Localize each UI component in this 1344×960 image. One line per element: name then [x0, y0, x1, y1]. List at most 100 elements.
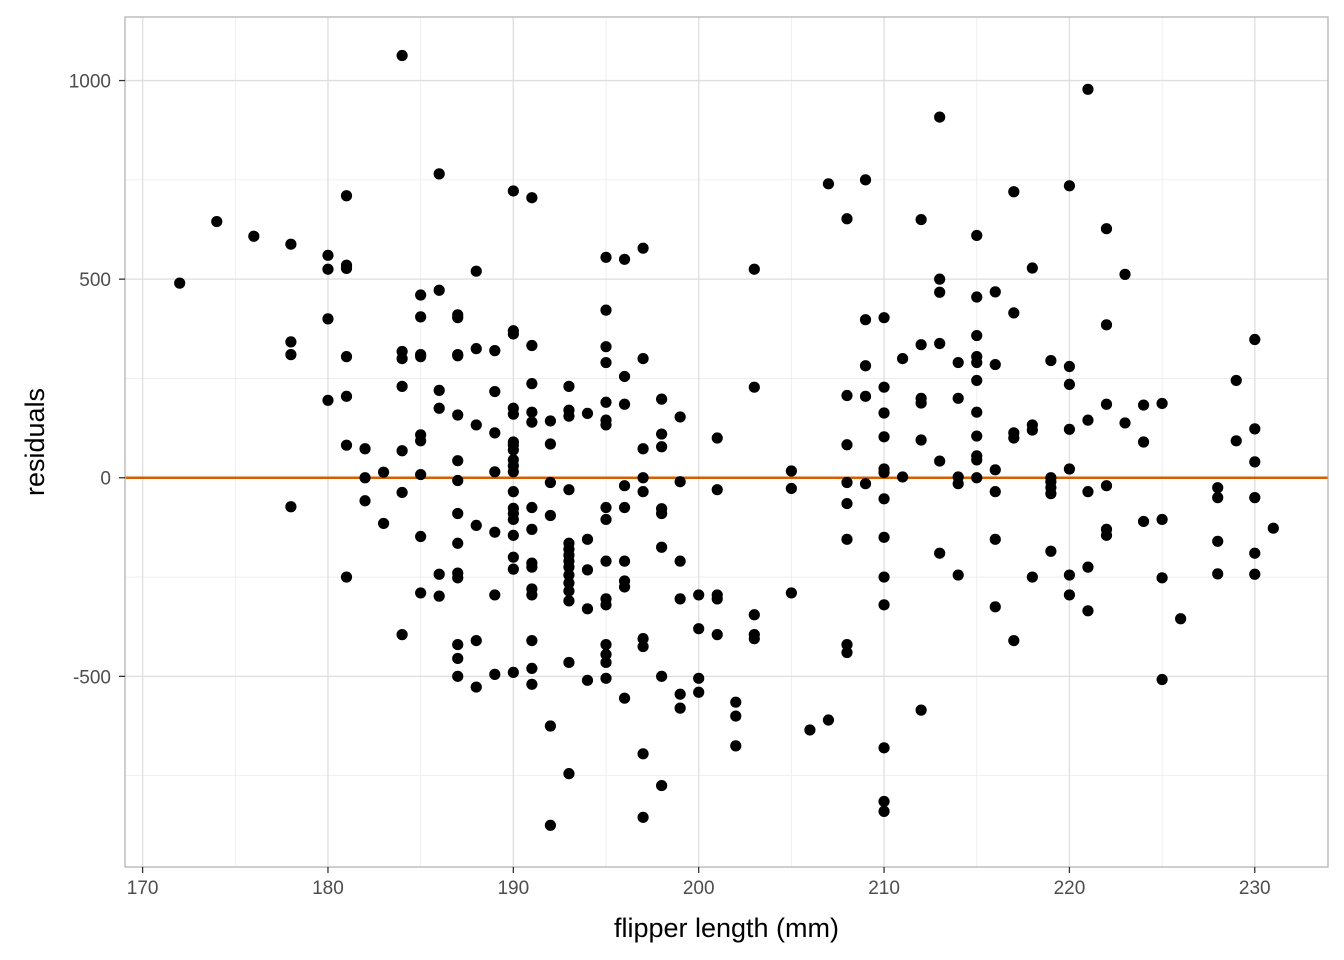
data-point	[971, 329, 983, 342]
data-point	[452, 537, 464, 549]
data-point	[1026, 262, 1038, 274]
data-point	[989, 464, 1001, 476]
data-point	[600, 599, 612, 611]
data-point	[600, 356, 612, 369]
data-point	[452, 652, 464, 665]
data-point	[915, 397, 927, 409]
data-point	[581, 533, 594, 545]
data-point	[322, 313, 334, 325]
y-axis-title: residuals	[20, 388, 50, 496]
data-point	[896, 352, 909, 365]
y-tick-label: -500	[73, 667, 111, 688]
data-point	[896, 471, 909, 483]
x-tick-label: 200	[683, 878, 715, 899]
y-tick-label: 0	[100, 469, 111, 490]
data-point	[452, 350, 464, 362]
data-point	[377, 466, 390, 478]
data-point	[526, 662, 538, 675]
data-point	[377, 517, 390, 530]
data-point	[396, 486, 408, 499]
data-point	[618, 370, 631, 383]
data-point	[1100, 223, 1113, 235]
data-point	[285, 349, 297, 361]
data-point	[415, 289, 427, 301]
data-point	[989, 533, 1001, 545]
data-point	[248, 230, 260, 242]
data-point	[915, 213, 927, 226]
data-point	[470, 343, 482, 355]
data-point	[507, 466, 519, 478]
data-point	[544, 438, 557, 450]
data-point	[507, 666, 519, 678]
data-point	[1063, 569, 1076, 581]
data-point	[340, 351, 353, 363]
data-point	[656, 393, 668, 405]
data-point	[693, 623, 705, 635]
data-point	[600, 304, 612, 316]
data-point	[1063, 180, 1076, 192]
data-point	[1230, 435, 1242, 447]
data-point	[285, 501, 297, 513]
data-point	[470, 634, 482, 647]
data-point	[600, 638, 612, 651]
data-point	[656, 428, 668, 440]
data-point	[878, 599, 890, 611]
data-point	[656, 670, 668, 682]
data-point	[693, 686, 705, 698]
data-point	[433, 284, 445, 296]
data-point	[674, 593, 686, 605]
data-point	[489, 466, 501, 478]
data-point	[841, 533, 853, 545]
data-point	[452, 312, 464, 324]
data-point	[878, 466, 890, 479]
data-point	[600, 555, 612, 567]
data-point	[1137, 515, 1150, 528]
data-point	[544, 509, 557, 522]
data-point	[841, 389, 853, 402]
data-point	[822, 178, 835, 190]
data-point	[1063, 423, 1076, 435]
data-point	[526, 406, 538, 418]
data-point	[971, 472, 983, 484]
data-point	[600, 251, 612, 263]
data-point	[340, 571, 353, 583]
data-point	[785, 587, 797, 599]
data-point	[507, 486, 519, 498]
data-point	[971, 356, 983, 369]
data-point	[748, 381, 760, 393]
data-point	[711, 432, 723, 444]
data-point	[637, 242, 649, 254]
data-point	[563, 656, 575, 669]
data-point	[470, 681, 482, 693]
data-point	[526, 589, 538, 601]
data-point	[563, 484, 575, 496]
data-point	[841, 646, 853, 659]
data-point	[285, 238, 297, 250]
data-point	[507, 551, 519, 563]
data-point	[359, 495, 371, 507]
data-point	[674, 411, 686, 423]
data-point	[526, 339, 538, 352]
data-point	[1100, 480, 1113, 492]
data-point	[470, 419, 482, 431]
data-point	[600, 513, 612, 526]
data-point	[563, 595, 575, 607]
data-point	[211, 215, 223, 228]
data-point	[859, 174, 872, 186]
data-point	[841, 638, 853, 651]
data-point	[618, 581, 631, 593]
data-point	[470, 519, 482, 532]
data-point	[1212, 482, 1224, 494]
data-point	[952, 392, 964, 404]
data-point	[526, 523, 538, 535]
data-point	[1212, 535, 1224, 547]
data-point	[878, 431, 890, 443]
data-point	[859, 314, 872, 326]
data-point	[1082, 414, 1094, 426]
data-point	[785, 465, 797, 477]
data-point	[433, 384, 445, 396]
data-point	[452, 507, 464, 520]
data-point	[1249, 456, 1261, 468]
data-point	[415, 587, 427, 599]
data-point	[618, 692, 631, 704]
